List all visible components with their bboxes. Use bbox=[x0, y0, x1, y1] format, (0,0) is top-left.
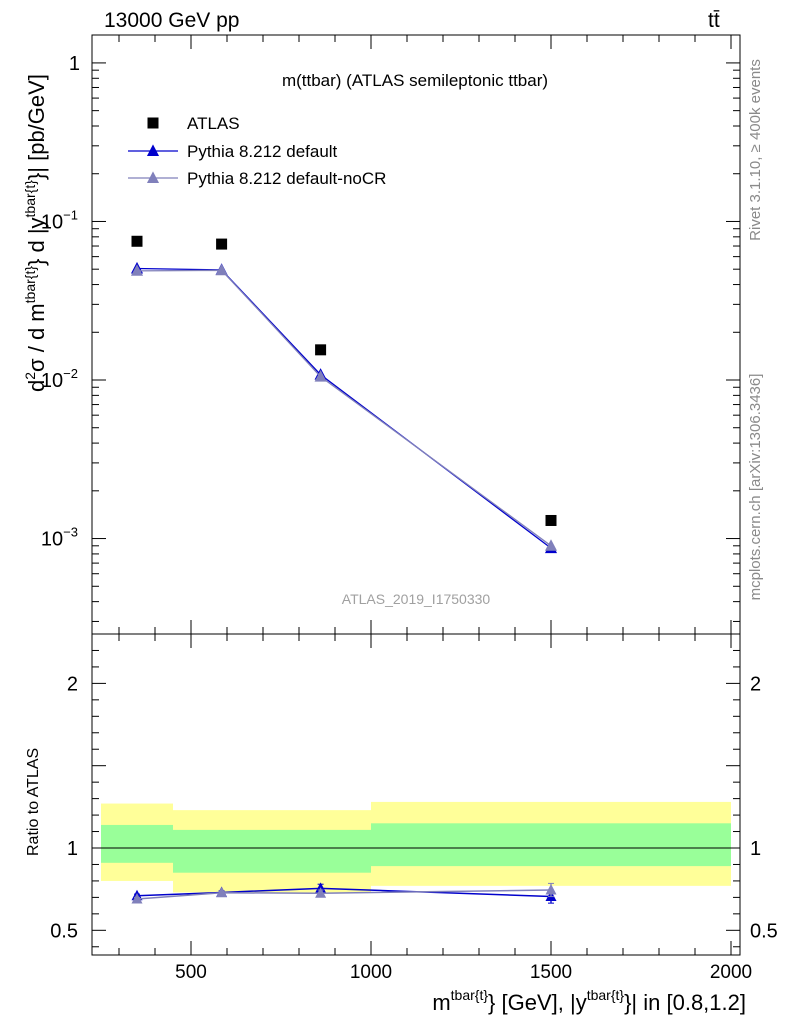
ratio-inner-band-2 bbox=[371, 823, 731, 867]
atlas-data-point bbox=[131, 235, 143, 247]
ratio-inner-band-1 bbox=[173, 829, 371, 873]
legend-label: Pythia 8.212 default bbox=[187, 142, 338, 161]
atlas-data-point bbox=[216, 238, 228, 250]
ratio-series-line-0 bbox=[136, 887, 552, 898]
x-tick-label: 500 bbox=[175, 962, 207, 983]
main-y-tick-label: 1 bbox=[69, 53, 80, 75]
main-y-tick-label: 10−2 bbox=[41, 366, 78, 392]
analysis-watermark: ATLAS_2019_I1750330 bbox=[342, 591, 491, 607]
x-tick-label: 1500 bbox=[530, 962, 572, 983]
ratio-point-1 bbox=[216, 886, 228, 898]
main-y-tick-label: 10−3 bbox=[41, 525, 78, 551]
ratio-y-tick-label-right: 2 bbox=[750, 673, 761, 695]
x-tick-label: 1000 bbox=[350, 962, 392, 983]
ratio-point-1 bbox=[315, 887, 327, 898]
legend-label: Pythia 8.212 default-noCR bbox=[187, 169, 386, 188]
atlas-data-point bbox=[545, 514, 557, 526]
legend-marker-2 bbox=[146, 171, 160, 183]
ratio-y-tick-label-left: 1 bbox=[67, 838, 78, 860]
energy-label: 13000 GeV pp bbox=[104, 9, 239, 32]
x-tick-label: 2000 bbox=[710, 962, 752, 983]
legend-marker-1 bbox=[146, 144, 160, 156]
main-series-line-1 bbox=[136, 267, 552, 549]
legend-marker-atlas bbox=[147, 117, 159, 129]
rivet-label: Rivet 3.1.10, ≥ 400k events bbox=[747, 59, 764, 241]
plot-title: m(ttbar) (ATLAS semileptonic ttbar) bbox=[282, 71, 548, 90]
atlas-data-point bbox=[315, 344, 327, 356]
ratio-plot-frame bbox=[91, 633, 741, 956]
main-point-2 bbox=[314, 370, 327, 382]
main-point-2 bbox=[130, 264, 144, 276]
ratio-y-axis-label: Ratio to ATLAS bbox=[25, 748, 42, 856]
ratio-y-tick-label-left: 2 bbox=[67, 673, 78, 695]
process-label: tt̄ bbox=[708, 9, 720, 32]
mcplots-label: mcplots.cern.ch [arXiv:1306.3436] bbox=[747, 374, 764, 601]
chart-marks: 500 1000 1500 2000 1 10−1 10−2 10−3 0.5 0.5 1 1 2 2 AT… bbox=[41, 34, 778, 983]
x-axis-label: mtbar{t}} [GeV], |ytbar{t}}| in [0.8,1.2… bbox=[432, 987, 746, 1015]
legend-label: ATLAS bbox=[187, 114, 240, 133]
main-series-line-2 bbox=[136, 269, 552, 547]
ratio-point-1 bbox=[131, 893, 143, 904]
main-y-tick-label: 10−1 bbox=[41, 207, 78, 233]
ratio-y-tick-label-right: 1 bbox=[750, 838, 761, 860]
ratio-y-tick-label-right: 0.5 bbox=[750, 920, 778, 942]
main-y-axis-label: d2σ / d mtbar{t}} d |ytbar{t}}| [pb/GeV] bbox=[22, 74, 49, 392]
main-point-2 bbox=[544, 539, 558, 551]
ratio-point-1 bbox=[545, 883, 557, 895]
ratio-inner-band-0 bbox=[101, 824, 173, 863]
ratio-series-line-1 bbox=[136, 889, 552, 900]
ratio-y-tick-label-left: 0.5 bbox=[50, 920, 78, 942]
main-point-2 bbox=[215, 263, 228, 276]
